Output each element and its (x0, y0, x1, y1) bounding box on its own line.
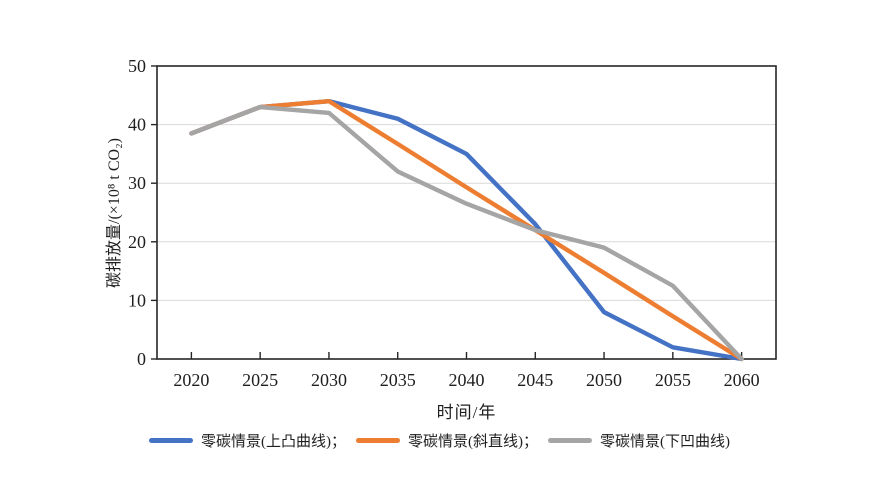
legend-item-0: 零碳情景(上凸曲线)； (149, 430, 346, 451)
y-tick-label-0: 0 (137, 349, 146, 369)
x-tick-label-2060: 2060 (724, 370, 760, 390)
legend-item-2: 零碳情景(下凹曲线) (548, 430, 730, 451)
series-line-1 (189, 98, 744, 362)
y-tick-label-50: 50 (128, 56, 146, 76)
x-tick-label-2020: 2020 (173, 370, 209, 390)
legend-label-1: 零碳情景(斜直线)； (408, 434, 538, 450)
x-tick-label-2055: 2055 (655, 370, 691, 390)
x-tick-label-2035: 2035 (380, 370, 416, 390)
series-line-2 (189, 104, 744, 362)
legend-swatch-icon-2 (548, 438, 592, 443)
x-tick-label-2040: 2040 (449, 370, 485, 390)
y-tick-label-40: 40 (128, 115, 146, 135)
x-tick-label-2030: 2030 (311, 370, 347, 390)
legend: 零碳情景(上凸曲线)； 零碳情景(斜直线)； 零碳情景(下凹曲线) (0, 430, 879, 451)
x-tick-label-2050: 2050 (586, 370, 622, 390)
y-tick-label-20: 20 (128, 232, 146, 252)
legend-swatch-icon-0 (149, 438, 193, 443)
legend-swatch-icon-1 (356, 438, 400, 443)
legend-item-1: 零碳情景(斜直线)； (356, 430, 538, 451)
y-axis-title: 碳排放量/(×10⁸ t CO₂) (106, 138, 123, 288)
legend-label-0: 零碳情景(上凸曲线)； (201, 434, 346, 450)
y-tick-label-10: 10 (128, 290, 146, 310)
x-tick-label-2025: 2025 (242, 370, 278, 390)
x-tick-label-2045: 2045 (517, 370, 553, 390)
series-line-0 (189, 98, 744, 362)
legend-label-2: 零碳情景(下凹曲线) (600, 434, 730, 450)
y-tick-label-30: 30 (128, 173, 146, 193)
x-axis-title: 时间/年 (436, 403, 497, 422)
